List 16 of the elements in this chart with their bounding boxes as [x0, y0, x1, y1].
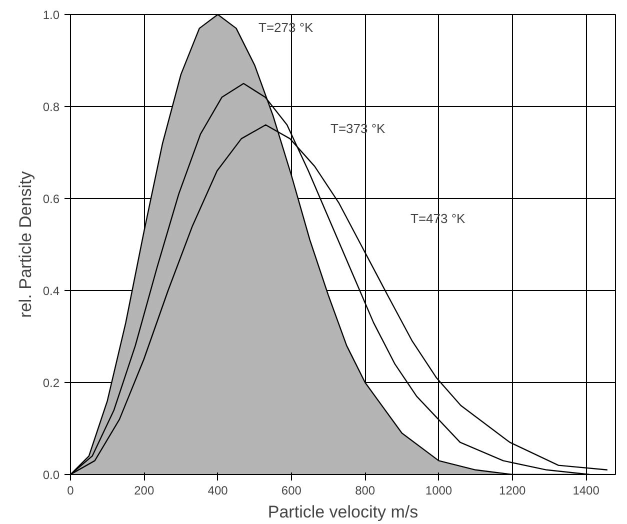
- y-tick-label: 0.6: [42, 192, 60, 206]
- x-tick-label: 800: [355, 484, 376, 498]
- x-tick-label: 1400: [572, 484, 600, 498]
- x-axis-title: Particle velocity m/s: [268, 502, 418, 522]
- x-tick-label: 1000: [425, 484, 452, 498]
- x-tick-label: 400: [208, 484, 228, 498]
- x-tick-label: 1200: [499, 484, 526, 498]
- y-tick-label: 0.8: [42, 100, 60, 114]
- x-tick-label: 200: [134, 484, 154, 498]
- y-tick-label: 0.0: [42, 468, 60, 482]
- y-tick-label: 0.4: [42, 284, 60, 298]
- x-tick-label: 600: [281, 484, 302, 498]
- y-axis-title: rel. Particle Density: [16, 170, 35, 318]
- x-tick-label: 0: [67, 484, 74, 498]
- y-tick-label: 1.0: [42, 8, 60, 22]
- y-tick-label: 0.2: [42, 376, 60, 390]
